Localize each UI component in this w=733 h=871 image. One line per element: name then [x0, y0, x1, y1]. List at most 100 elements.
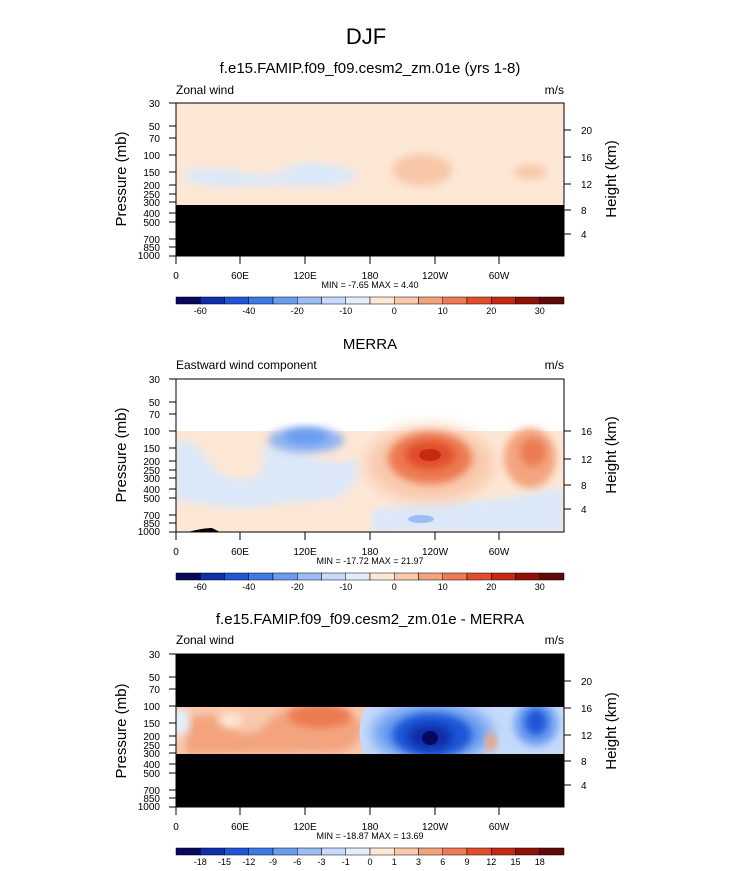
longitude-axis: 0 60E 120E 180 120W 60W — [173, 532, 510, 558]
colorbar-swatch — [175, 572, 201, 581]
colorbar-swatch — [394, 572, 419, 581]
height-axis: 20 16 12 8 4 Height (km) — [564, 677, 620, 792]
panel-left-label: Zonal wind — [176, 83, 234, 97]
x-tick-label: 60W — [489, 547, 510, 558]
colorbar-swatch — [175, 847, 201, 856]
colorbar-swatch — [442, 296, 468, 305]
height-tick-label: 20 — [581, 126, 593, 137]
y-tick-label: 50 — [149, 673, 161, 684]
x-tick-label: 120E — [293, 547, 317, 558]
colorbar-label: -9 — [269, 857, 277, 867]
y-tick-label: 30 — [149, 650, 161, 661]
colorbar-swatch — [175, 296, 201, 305]
height-tick-label: 4 — [581, 230, 587, 241]
y-axis-title: Pressure (mb) — [113, 407, 130, 502]
panel-title: f.e15.FAMIP.f09_f09.cesm2_zm.01e - MERRA — [216, 611, 524, 628]
colorbar-label: 20 — [486, 582, 496, 592]
colorbar-swatch — [515, 296, 540, 305]
colorbar: -60 -40 -20 -10 0 10 20 30 — [175, 572, 565, 592]
field-positive-blob — [392, 154, 452, 186]
colorbar-label: 3 — [416, 857, 421, 867]
field-terrain — [188, 528, 220, 532]
x-tick-label: 180 — [362, 271, 379, 282]
colorbar-swatch — [369, 847, 395, 856]
colorbar-swatch — [248, 847, 274, 856]
height-tick-label: 16 — [581, 153, 593, 164]
colorbar-swatch — [272, 296, 298, 305]
field-negative-blob — [408, 515, 434, 523]
colorbar-label: 20 — [486, 306, 496, 316]
colorbar-swatch — [345, 847, 371, 856]
colorbar-swatch — [297, 296, 322, 305]
colorbar-swatch — [321, 296, 346, 305]
colorbar-swatch — [539, 847, 565, 856]
colorbar-label: -12 — [242, 857, 255, 867]
colorbar-swatch — [515, 847, 540, 856]
colorbar-swatch — [491, 296, 516, 305]
colorbar-label: -20 — [291, 582, 304, 592]
field-empty-region — [176, 379, 564, 431]
colorbar-swatch — [491, 572, 516, 581]
colorbar-label: 10 — [438, 306, 448, 316]
colorbar-label: 30 — [535, 582, 545, 592]
plot-field — [176, 379, 564, 532]
panel-units-label: m/s — [545, 358, 564, 372]
y-tick-label: 70 — [149, 134, 161, 145]
y-axis-title: Pressure (mb) — [113, 131, 130, 226]
field-negative-band — [186, 162, 357, 187]
colorbar-swatch — [272, 572, 298, 581]
y-tick-label: 150 — [143, 168, 160, 179]
x-tick-label: 120E — [293, 271, 317, 282]
colorbar: -18 -15 -12 -9 -6 -3 -1 0 1 3 6 9 12 15 18 — [175, 847, 565, 867]
y-tick-label: 100 — [143, 151, 160, 162]
colorbar-swatch — [200, 572, 225, 581]
x-tick-label: 0 — [173, 271, 179, 282]
height-tick-label: 4 — [581, 781, 587, 792]
height-tick-label: 8 — [581, 757, 587, 768]
colorbar-label: -20 — [291, 306, 304, 316]
y-tick-label: 700 — [143, 511, 160, 522]
panel-difference: f.e15.FAMIP.f09_f09.cesm2_zm.01e - MERRA… — [113, 611, 620, 867]
x-tick-label: 0 — [173, 822, 179, 833]
colorbar-swatch — [321, 847, 346, 856]
y-tick-label: 30 — [149, 375, 161, 386]
colorbar-swatch — [442, 572, 468, 581]
colorbar-swatch — [466, 847, 492, 856]
colorbar-swatch — [369, 296, 395, 305]
y-tick-label: 50 — [149, 122, 161, 133]
colorbar-swatch — [466, 572, 492, 581]
colorbar-swatch — [321, 572, 346, 581]
colorbar-swatch — [200, 847, 225, 856]
colorbar-swatch — [272, 847, 298, 856]
colorbar-swatch — [539, 296, 565, 305]
stats-label: MIN = -7.65 MAX = 4.40 — [321, 280, 418, 290]
colorbar-swatch — [491, 847, 516, 856]
y-tick-label: 70 — [149, 410, 161, 421]
plot-field — [176, 103, 564, 256]
colorbar-label: 15 — [510, 857, 520, 867]
colorbar-label: 0 — [367, 857, 372, 867]
colorbar-label: 6 — [440, 857, 445, 867]
field-positive-core — [520, 438, 546, 466]
colorbar-label: 30 — [535, 306, 545, 316]
longitude-axis: 0 60E 120E 180 120W 60W — [173, 256, 510, 282]
y-tick-label: 700 — [143, 786, 160, 797]
colorbar-swatch — [369, 572, 395, 581]
y-tick-label: 150 — [143, 444, 160, 455]
field-negative-region — [176, 440, 359, 508]
x-tick-label: 120W — [422, 271, 449, 282]
colorbar-swatch — [539, 572, 565, 581]
y-tick-label: 300 — [143, 474, 160, 485]
y-tick-label: 850 — [143, 243, 160, 254]
colorbar-label: 0 — [392, 306, 397, 316]
colorbar-swatch — [248, 296, 274, 305]
y-tick-label: 1000 — [138, 251, 161, 262]
y-tick-label: 50 — [149, 398, 161, 409]
colorbar-swatch — [224, 847, 249, 856]
y-tick-label: 400 — [143, 485, 160, 496]
pressure-axis: 30 50 70 100 150 200 250 300 400 500 700… — [113, 375, 176, 538]
y-tick-label: 700 — [143, 235, 160, 246]
panel-title: MERRA — [343, 336, 397, 353]
longitude-axis: 0 60E 120E 180 120W 60W — [173, 807, 510, 833]
colorbar-label: 10 — [438, 582, 448, 592]
